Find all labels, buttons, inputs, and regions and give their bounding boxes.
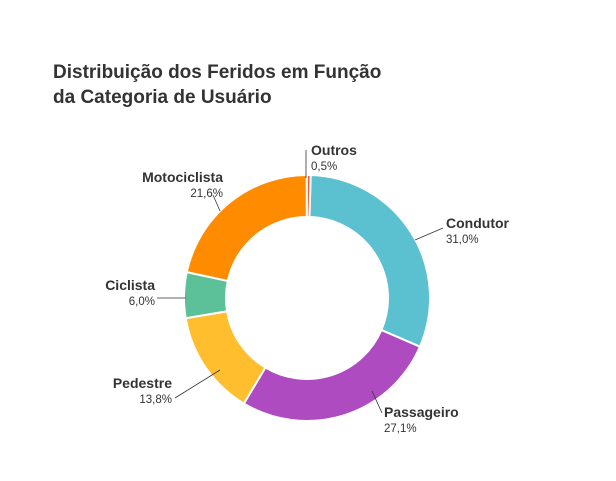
slice-value-motociclista: 21,6% bbox=[190, 188, 223, 200]
slice-label-pedestre: Pedestre bbox=[113, 375, 172, 391]
leader-line-pedestre bbox=[174, 369, 221, 399]
chart-title-line-2: da Categoria de Usuário bbox=[53, 87, 272, 108]
slice-value-passageiro: 27,1% bbox=[384, 423, 417, 435]
slice-outros bbox=[305, 173, 312, 219]
slice-value-condutor: 31,0% bbox=[446, 234, 479, 246]
slice-label-passageiro: Passageiro bbox=[384, 404, 459, 420]
slice-value-outros: 0,5% bbox=[311, 161, 337, 173]
leader-line-passageiro bbox=[371, 390, 383, 414]
chart-title-line-1: Distribuição dos Feridos em Função bbox=[53, 62, 382, 83]
slice-label-ciclista: Ciclista bbox=[105, 277, 155, 293]
slice-value-ciclista: 6,0% bbox=[129, 296, 155, 308]
slice-label-motociclista: Motociclista bbox=[142, 169, 223, 185]
leader-line-condutor bbox=[414, 227, 444, 241]
slice-condutor bbox=[308, 174, 431, 349]
slice-label-condutor: Condutor bbox=[446, 215, 510, 231]
slice-label-outros: Outros bbox=[311, 142, 357, 158]
slice-value-pedestre: 13,8% bbox=[139, 394, 172, 406]
leader-line-motociclista bbox=[212, 194, 221, 212]
